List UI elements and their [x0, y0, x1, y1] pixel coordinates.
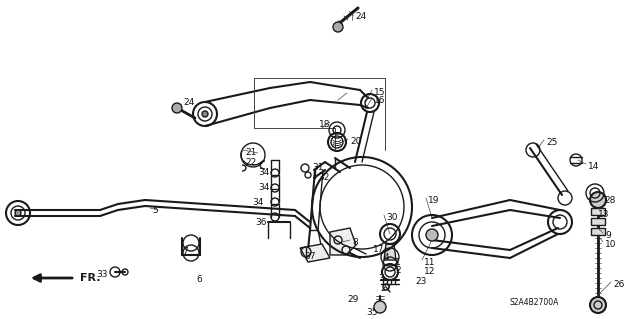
Text: 31: 31 [312, 163, 323, 172]
Text: S2A4B2700A: S2A4B2700A [510, 298, 559, 307]
Text: 8: 8 [352, 238, 358, 247]
Text: 22: 22 [245, 158, 256, 167]
Circle shape [590, 297, 606, 313]
Text: 34: 34 [258, 168, 269, 177]
Circle shape [590, 192, 606, 208]
Text: 20: 20 [350, 137, 362, 146]
Polygon shape [591, 208, 605, 215]
Circle shape [374, 301, 386, 313]
Text: 14: 14 [588, 162, 600, 171]
Text: 37: 37 [304, 252, 316, 261]
Text: 21: 21 [245, 148, 257, 157]
Text: 25: 25 [546, 138, 557, 147]
Circle shape [15, 210, 21, 216]
Text: 3: 3 [378, 274, 384, 283]
Text: 23: 23 [415, 277, 426, 286]
Polygon shape [591, 218, 605, 225]
Text: 35: 35 [366, 308, 378, 317]
Text: 2: 2 [395, 266, 401, 275]
Text: 18: 18 [319, 120, 330, 129]
Text: 5: 5 [152, 206, 157, 215]
Text: 30: 30 [386, 213, 397, 222]
Circle shape [172, 103, 182, 113]
Text: 1: 1 [395, 258, 401, 267]
Text: 33: 33 [96, 270, 108, 279]
Circle shape [333, 22, 343, 32]
Polygon shape [591, 228, 605, 235]
Text: 27: 27 [380, 284, 392, 293]
Text: 13: 13 [598, 210, 609, 219]
Polygon shape [384, 244, 396, 260]
Text: 24: 24 [183, 98, 195, 107]
Polygon shape [330, 228, 356, 255]
Text: 32: 32 [318, 173, 330, 182]
Text: 4: 4 [384, 253, 390, 262]
Circle shape [426, 229, 438, 241]
Text: 28: 28 [604, 196, 616, 205]
Text: 34: 34 [258, 183, 269, 192]
Text: 9: 9 [605, 231, 611, 240]
Text: 10: 10 [605, 240, 616, 249]
Text: 19: 19 [428, 196, 440, 205]
Text: 6: 6 [196, 275, 202, 284]
Polygon shape [300, 244, 330, 262]
Text: 34: 34 [252, 198, 264, 207]
Text: 11: 11 [424, 258, 435, 267]
Text: 17: 17 [373, 245, 385, 254]
Text: 15: 15 [374, 88, 385, 97]
Text: 24: 24 [355, 12, 366, 21]
Text: 36: 36 [255, 218, 266, 227]
Text: 29: 29 [347, 295, 358, 304]
Text: 7: 7 [182, 247, 188, 256]
Circle shape [202, 111, 208, 117]
Text: 16: 16 [374, 96, 385, 105]
Text: FR.: FR. [80, 273, 100, 283]
Text: 26: 26 [613, 280, 625, 289]
Text: 12: 12 [424, 267, 435, 276]
